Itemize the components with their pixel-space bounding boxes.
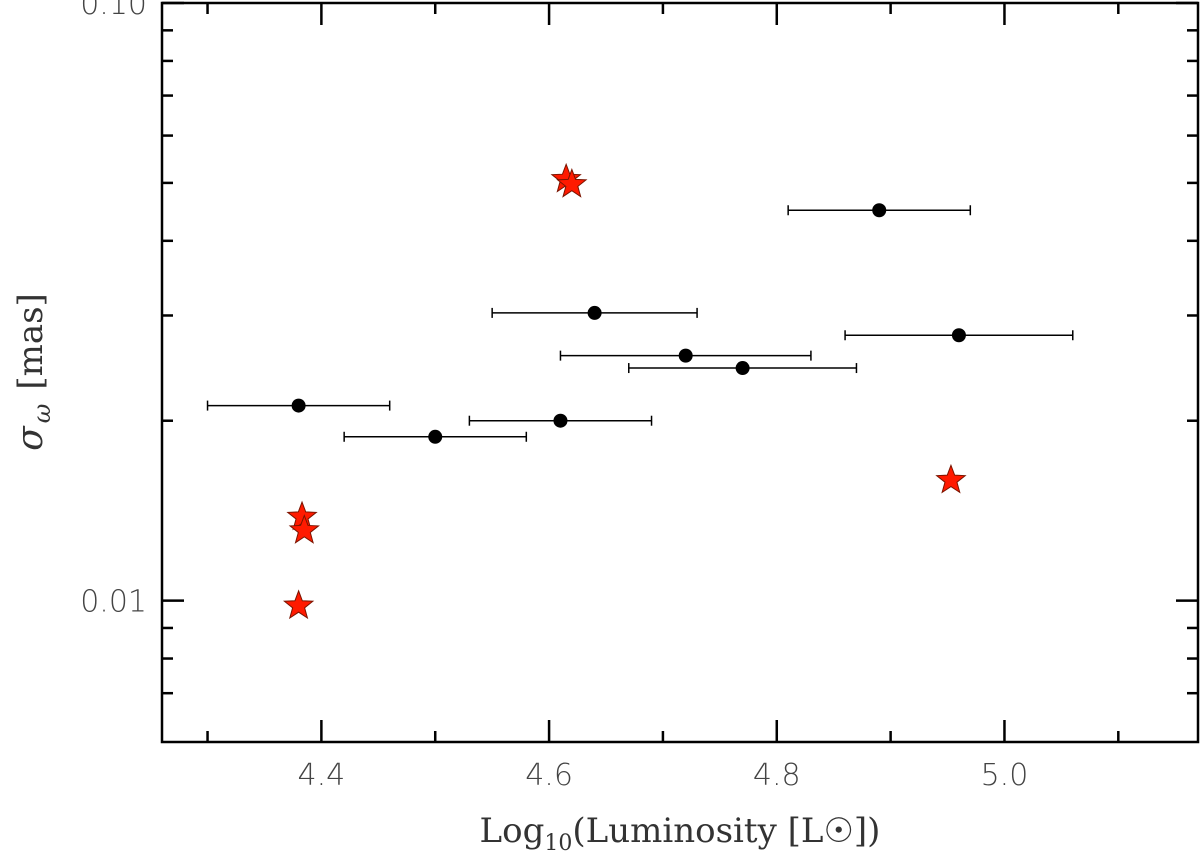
x-tick-label: 5.0 bbox=[981, 758, 1029, 793]
y-tick-label: 0.10 bbox=[80, 0, 147, 22]
x-tick-label: 4.8 bbox=[753, 758, 801, 793]
error-bars bbox=[206, 205, 1074, 442]
tick-labels: 4.4 4.6 4.8 5.0 0.01 0.10 bbox=[80, 0, 1028, 793]
data-markers bbox=[282, 162, 967, 620]
circle-data-point bbox=[553, 413, 568, 428]
circle-data-point bbox=[678, 348, 693, 363]
plot-frame bbox=[160, 1, 1200, 744]
circle-data-point bbox=[587, 305, 602, 320]
y-tick-label: 0.01 bbox=[80, 585, 147, 620]
x-tick-label: 4.4 bbox=[298, 758, 346, 793]
circle-data-point bbox=[951, 328, 966, 343]
star-data-point bbox=[282, 589, 315, 620]
star-data-point bbox=[935, 463, 967, 494]
star-data-point bbox=[288, 514, 320, 544]
circle-data-point bbox=[428, 429, 443, 444]
x-tick-label: 4.6 bbox=[525, 758, 573, 793]
x-axis-label: Log10(Luminosity [L☉]) bbox=[480, 811, 881, 855]
circle-data-point bbox=[735, 361, 750, 376]
y-axis-label: σω[mas] bbox=[10, 293, 56, 451]
axis-ticks bbox=[162, 1, 1198, 742]
circle-data-point bbox=[872, 203, 887, 218]
star-data-point bbox=[556, 168, 588, 198]
circle-data-point bbox=[291, 398, 306, 413]
